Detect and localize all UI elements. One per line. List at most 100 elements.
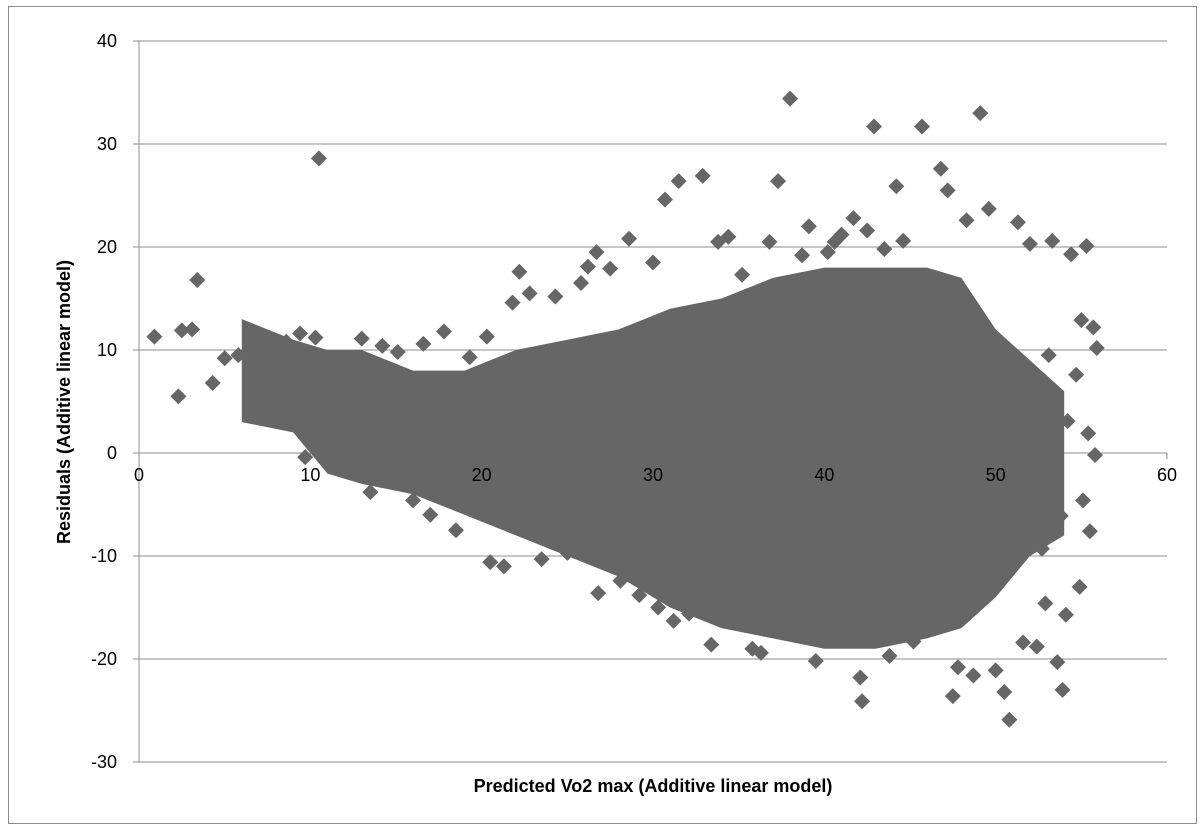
data-point <box>876 241 893 258</box>
data-point <box>478 328 495 345</box>
x-tick-labels: 0 10 20 30 40 50 60 <box>134 465 1177 485</box>
data-point <box>1071 578 1088 595</box>
data-point <box>1054 681 1071 698</box>
data-point <box>435 323 452 340</box>
data-point <box>854 693 871 710</box>
data-point <box>996 683 1013 700</box>
data-point <box>694 167 711 184</box>
data-point <box>259 398 276 415</box>
y-tick-label: 30 <box>97 134 117 154</box>
data-point <box>533 551 550 568</box>
data-point <box>650 599 667 616</box>
data-point <box>310 150 327 167</box>
x-tick-label: 20 <box>472 465 492 485</box>
data-point <box>250 336 267 353</box>
data-point <box>1080 425 1097 442</box>
data-point <box>230 347 247 364</box>
data-point <box>362 484 379 501</box>
data-point <box>949 659 966 676</box>
data-point <box>1044 232 1061 249</box>
data-point <box>631 587 648 604</box>
data-point <box>307 329 324 346</box>
data-point <box>341 460 358 477</box>
data-point <box>913 118 930 135</box>
x-tick-label: 50 <box>986 465 1006 485</box>
y-tick-label: -20 <box>91 649 117 669</box>
data-point <box>504 294 521 311</box>
data-point <box>319 364 336 381</box>
data-point <box>782 90 799 107</box>
data-point <box>980 200 997 217</box>
data-point <box>547 288 564 305</box>
data-point <box>1049 654 1066 671</box>
data-point <box>621 230 638 247</box>
data-point <box>415 335 432 352</box>
data-point <box>1085 319 1102 336</box>
data-point <box>278 333 295 350</box>
data-point <box>1021 235 1038 252</box>
data-point <box>770 173 787 190</box>
data-point <box>579 258 596 275</box>
data-point <box>521 285 538 302</box>
data-point <box>1040 347 1057 364</box>
data-point <box>302 418 319 435</box>
data-point <box>184 321 201 338</box>
data-point <box>833 226 850 243</box>
data-point <box>905 633 922 650</box>
data-point <box>752 644 769 661</box>
data-point <box>1063 246 1080 263</box>
data-point <box>588 244 605 261</box>
data-point <box>204 374 221 391</box>
y-tick-label: -30 <box>91 752 117 772</box>
data-point <box>447 522 464 539</box>
data-point <box>285 349 302 366</box>
data-point <box>189 271 206 288</box>
data-point <box>461 349 478 366</box>
x-tick-label: 30 <box>643 465 663 485</box>
data-point <box>242 360 259 377</box>
data-point <box>173 322 190 339</box>
data-point <box>1015 634 1032 651</box>
data-point <box>670 173 687 190</box>
data-point <box>312 432 329 449</box>
data-point <box>1088 339 1105 356</box>
data-point <box>1001 711 1018 728</box>
data-point <box>987 662 1004 679</box>
data-point <box>1081 523 1098 540</box>
data-point <box>297 449 314 466</box>
data-point <box>559 544 576 561</box>
data-point <box>703 636 720 653</box>
data-point <box>405 492 422 509</box>
y-axis-title: Residuals (Additive linear model) <box>54 260 74 544</box>
data-point <box>665 612 682 629</box>
data-point <box>612 572 629 589</box>
data-point <box>216 350 233 367</box>
data-point <box>1078 237 1095 254</box>
x-axis-title: Predicted Vo2 max (Additive linear model… <box>474 776 833 796</box>
data-point <box>353 330 370 347</box>
x-tick-label: 60 <box>1157 465 1177 485</box>
data-point <box>1009 214 1026 231</box>
data-points <box>146 90 1105 728</box>
data-point <box>1059 413 1076 430</box>
x-tick-label: 40 <box>814 465 834 485</box>
y-tick-label: 20 <box>97 237 117 257</box>
data-point <box>389 344 406 361</box>
y-tick-labels: 40 30 20 10 0 -10 -20 -30 <box>91 31 117 772</box>
data-point <box>761 233 778 250</box>
data-point <box>680 605 697 622</box>
data-point <box>422 506 439 523</box>
y-tick-label: -10 <box>91 546 117 566</box>
data-point <box>495 558 512 575</box>
data-point <box>1087 447 1104 464</box>
data-point <box>1073 312 1090 329</box>
data-point <box>333 383 350 400</box>
data-point <box>1033 540 1050 557</box>
point-cloud-mass <box>241 267 1065 649</box>
x-tick-label: 0 <box>134 465 144 485</box>
dense-point-cloud <box>241 267 1065 649</box>
data-point <box>374 337 391 354</box>
data-point <box>1075 492 1092 509</box>
data-point <box>859 222 876 239</box>
